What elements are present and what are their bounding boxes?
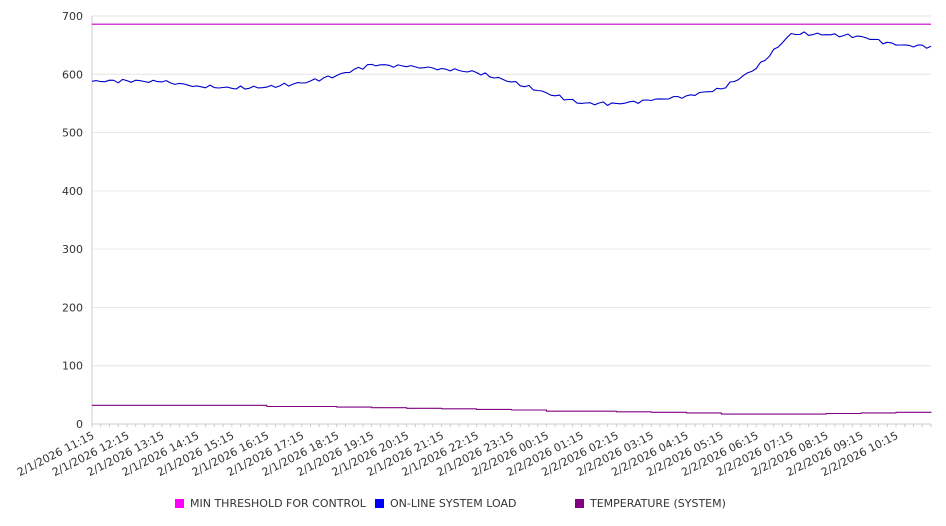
y-tick-label: 700 (62, 10, 83, 23)
y-tick-label: 200 (62, 301, 83, 314)
legend: MIN THRESHOLD FOR CONTROL ON-LINE SYSTEM… (0, 497, 946, 515)
y-tick-label: 500 (62, 127, 83, 140)
y-tick-label: 600 (62, 68, 83, 81)
legend-label: TEMPERATURE (SYSTEM) (590, 497, 726, 510)
y-tick-label: 300 (62, 243, 83, 256)
series-line-temperature-system (92, 404, 932, 415)
y-tick-label: 100 (62, 360, 83, 373)
legend-label: MIN THRESHOLD FOR CONTROL (190, 497, 366, 510)
legend-label: ON-LINE SYSTEM LOAD (390, 497, 517, 510)
legend-item-min-threshold: MIN THRESHOLD FOR CONTROL (175, 497, 366, 510)
gridlines (92, 15, 931, 425)
legend-swatch (375, 499, 384, 508)
series-line-on-line-system-load (91, 31, 932, 106)
legend-item-online-system-load: ON-LINE SYSTEM LOAD (375, 497, 516, 510)
x-tick-labels: 2/1/2026 11:152/1/2026 12:152/1/2026 13:… (15, 429, 900, 479)
legend-item-temperature-system: TEMPERATURE (SYSTEM) (575, 497, 726, 510)
legend-swatch (575, 499, 584, 508)
y-tick-labels: 0 100 200 300 400 500 600 700 (62, 10, 83, 431)
axes (91, 16, 932, 427)
y-tick-label: 400 (62, 185, 83, 198)
series-lines (91, 23, 932, 415)
y-tick-label: 0 (76, 418, 83, 431)
legend-swatch (175, 499, 184, 508)
